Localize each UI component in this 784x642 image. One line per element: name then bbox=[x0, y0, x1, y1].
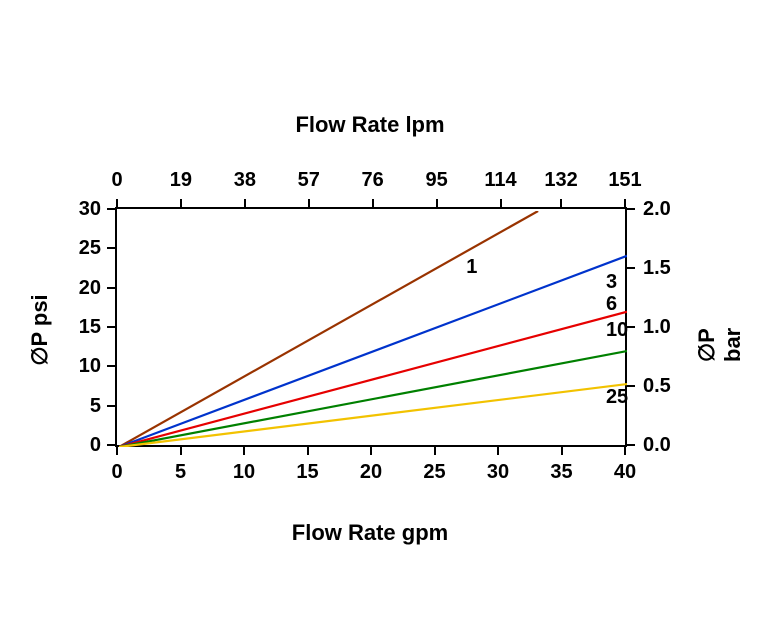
y-left-tick-label: 20 bbox=[79, 277, 101, 300]
y-right-tick-label: 2.0 bbox=[643, 198, 671, 221]
series-label-10: 10 bbox=[606, 319, 628, 342]
x-top-tick-label: 0 bbox=[111, 169, 122, 192]
y-left-tick bbox=[107, 444, 115, 446]
x-top-tick bbox=[372, 199, 374, 207]
series-label-1: 1 bbox=[466, 256, 477, 279]
series-label-6: 6 bbox=[606, 293, 617, 316]
x-top-tick bbox=[116, 199, 118, 207]
y-left-tick-label: 25 bbox=[79, 237, 101, 260]
x-top-tick bbox=[180, 199, 182, 207]
x-bottom-tick-label: 25 bbox=[423, 461, 445, 484]
x-top-tick-label: 132 bbox=[544, 169, 577, 192]
x-bottom-tick-label: 10 bbox=[233, 461, 255, 484]
x-bottom-tick bbox=[180, 447, 182, 455]
series-line-3 bbox=[119, 256, 627, 447]
y-right-tick bbox=[627, 208, 635, 210]
x-bottom-tick bbox=[624, 447, 626, 455]
y-right-tick-label: 0.0 bbox=[643, 434, 671, 457]
x-axis-bottom-title: Flow Rate gpm bbox=[270, 520, 470, 546]
series-label-3: 3 bbox=[606, 271, 617, 294]
y-left-tick-label: 0 bbox=[90, 434, 101, 457]
plot-area bbox=[115, 207, 627, 447]
x-bottom-tick bbox=[370, 447, 372, 455]
x-top-tick-label: 95 bbox=[425, 169, 447, 192]
y-right-tick-label: 1.0 bbox=[643, 316, 671, 339]
x-bottom-tick-label: 15 bbox=[296, 461, 318, 484]
x-bottom-tick-label: 40 bbox=[614, 461, 636, 484]
y-right-tick bbox=[627, 326, 635, 328]
y-right-tick-label: 0.5 bbox=[643, 375, 671, 398]
x-axis-top-title: Flow Rate lpm bbox=[270, 112, 470, 138]
y-left-tick bbox=[107, 287, 115, 289]
series-line-1 bbox=[119, 211, 538, 447]
y-axis-right-title: ∅P bar bbox=[694, 298, 746, 362]
y-right-tick bbox=[627, 444, 635, 446]
x-top-tick-label: 38 bbox=[234, 169, 256, 192]
x-bottom-tick-label: 35 bbox=[550, 461, 572, 484]
x-top-tick-label: 114 bbox=[484, 169, 516, 192]
y-left-tick bbox=[107, 208, 115, 210]
series-line-10 bbox=[119, 351, 627, 447]
y-left-tick-label: 15 bbox=[79, 316, 101, 339]
x-bottom-tick-label: 20 bbox=[360, 461, 382, 484]
y-left-tick bbox=[107, 405, 115, 407]
y-right-tick bbox=[627, 385, 635, 387]
x-bottom-tick-label: 30 bbox=[487, 461, 509, 484]
x-top-tick-label: 57 bbox=[298, 169, 320, 192]
y-left-tick bbox=[107, 247, 115, 249]
x-top-tick bbox=[308, 199, 310, 207]
y-axis-left-title: ∅P psi bbox=[27, 294, 53, 365]
x-top-tick bbox=[436, 199, 438, 207]
x-bottom-tick bbox=[497, 447, 499, 455]
y-left-tick-label: 30 bbox=[79, 198, 101, 221]
x-top-tick-label: 19 bbox=[170, 169, 192, 192]
x-bottom-tick bbox=[561, 447, 563, 455]
x-top-tick-label: 151 bbox=[608, 169, 641, 192]
x-bottom-tick bbox=[307, 447, 309, 455]
x-bottom-tick bbox=[116, 447, 118, 455]
x-bottom-tick bbox=[434, 447, 436, 455]
x-top-tick bbox=[244, 199, 246, 207]
series-line-6 bbox=[119, 312, 627, 447]
y-left-tick-label: 10 bbox=[79, 355, 101, 378]
chart-svg bbox=[117, 209, 629, 449]
x-bottom-tick-label: 5 bbox=[175, 461, 186, 484]
y-left-tick bbox=[107, 365, 115, 367]
x-top-tick bbox=[560, 199, 562, 207]
series-line-25 bbox=[119, 384, 627, 447]
y-left-tick bbox=[107, 326, 115, 328]
series-label-25: 25 bbox=[606, 386, 628, 409]
y-left-tick-label: 5 bbox=[90, 395, 101, 418]
x-top-tick bbox=[624, 199, 626, 207]
x-bottom-tick-label: 0 bbox=[111, 461, 122, 484]
x-bottom-tick bbox=[243, 447, 245, 455]
x-top-tick-label: 76 bbox=[362, 169, 384, 192]
chart-container: Flow Rate lpm ∅P psi ∅P bar Flow Rate gp… bbox=[0, 0, 784, 642]
x-top-tick bbox=[500, 199, 502, 207]
y-right-tick-label: 1.5 bbox=[643, 257, 671, 280]
y-right-tick bbox=[627, 267, 635, 269]
